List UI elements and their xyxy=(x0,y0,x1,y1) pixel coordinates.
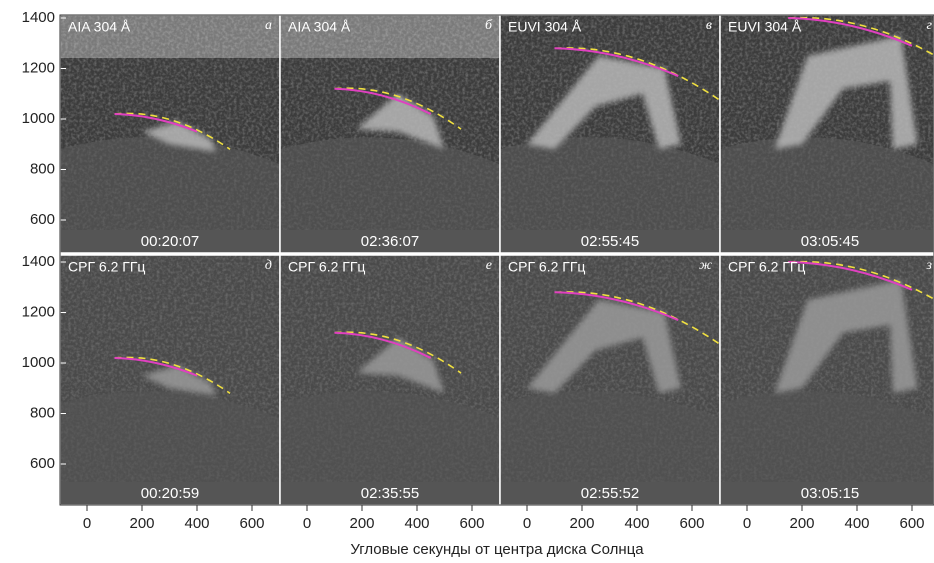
panel: 02:35:55 СРГ 6.2 ГГц е xyxy=(280,255,500,505)
panel-letter: б xyxy=(485,18,493,33)
panel-time: 02:36:07 xyxy=(361,233,419,250)
y-tick-label: 1000 xyxy=(22,110,55,127)
panel-time: 00:20:59 xyxy=(141,485,199,502)
panel-instrument: СРГ 6.2 ГГц xyxy=(508,259,585,275)
y-tick-label: 1000 xyxy=(22,354,55,371)
y-tick-label: 800 xyxy=(30,404,55,421)
panel-instrument: AIA 304 Å xyxy=(288,19,351,35)
panel-time: 02:55:52 xyxy=(581,485,639,502)
panel-letter: д xyxy=(265,258,272,273)
x-tick-label: 600 xyxy=(459,515,484,532)
panel: 03:05:15 СРГ 6.2 ГГц з xyxy=(720,255,934,505)
panel-time: 02:55:45 xyxy=(581,233,639,250)
x-tick-label: 600 xyxy=(679,515,704,532)
panel-letter: в xyxy=(706,18,712,33)
panel-instrument: EUVI 304 Å xyxy=(728,19,802,35)
x-tick-label: 600 xyxy=(899,515,924,532)
x-tick-label: 400 xyxy=(844,515,869,532)
panel-instrument: AIA 304 Å xyxy=(68,19,131,35)
y-tick-label: 600 xyxy=(30,455,55,472)
x-tick-label: 400 xyxy=(404,515,429,532)
x-tick-label: 0 xyxy=(303,515,311,532)
panel-time: 03:05:45 xyxy=(801,233,859,250)
y-tick-label: 1400 xyxy=(22,253,55,270)
x-tick-label: 200 xyxy=(569,515,594,532)
panel-letter: е xyxy=(486,258,492,273)
panel-time: 02:35:55 xyxy=(361,485,419,502)
y-tick-label: 800 xyxy=(30,160,55,177)
panel-time: 03:05:15 xyxy=(801,485,859,502)
y-tick-label: 1400 xyxy=(22,9,55,26)
panel-letter: а xyxy=(265,18,272,33)
x-tick-label: 200 xyxy=(789,515,814,532)
panel-letter: з xyxy=(926,258,933,273)
x-tick-label: 0 xyxy=(743,515,751,532)
figure: Угловые секунды от центра диска Солнца 0… xyxy=(0,0,934,563)
panel: 02:55:52 СРГ 6.2 ГГц ж xyxy=(500,255,725,505)
x-tick-label: 600 xyxy=(239,515,264,532)
panel-instrument: СРГ 6.2 ГГц xyxy=(68,259,145,275)
panel: 00:20:07 AIA 304 Å а xyxy=(60,15,280,253)
x-tick-label: 0 xyxy=(523,515,531,532)
x-tick-label: 200 xyxy=(349,515,374,532)
panel: 02:55:45 EUVI 304 Å в xyxy=(500,15,725,253)
y-tick-label: 1200 xyxy=(22,303,55,320)
panel: 00:20:59 СРГ 6.2 ГГц д xyxy=(60,255,280,505)
panel-time: 00:20:07 xyxy=(141,233,199,250)
x-tick-label: 200 xyxy=(129,515,154,532)
x-tick-label: 400 xyxy=(184,515,209,532)
panel: 02:36:07 AIA 304 Å б xyxy=(280,15,500,253)
panel-letter: г xyxy=(927,18,933,33)
panel-instrument: EUVI 304 Å xyxy=(508,19,582,35)
panel-instrument: СРГ 6.2 ГГц xyxy=(728,259,805,275)
x-tick-label: 0 xyxy=(83,515,91,532)
y-tick-label: 600 xyxy=(30,211,55,228)
x-axis-label: Угловые секунды от центра диска Солнца xyxy=(350,541,644,558)
x-tick-label: 400 xyxy=(624,515,649,532)
panel-letter: ж xyxy=(699,258,712,273)
y-tick-label: 1200 xyxy=(22,59,55,76)
panel: 03:05:45 EUVI 304 Å г xyxy=(720,15,934,253)
panel-instrument: СРГ 6.2 ГГц xyxy=(288,259,365,275)
